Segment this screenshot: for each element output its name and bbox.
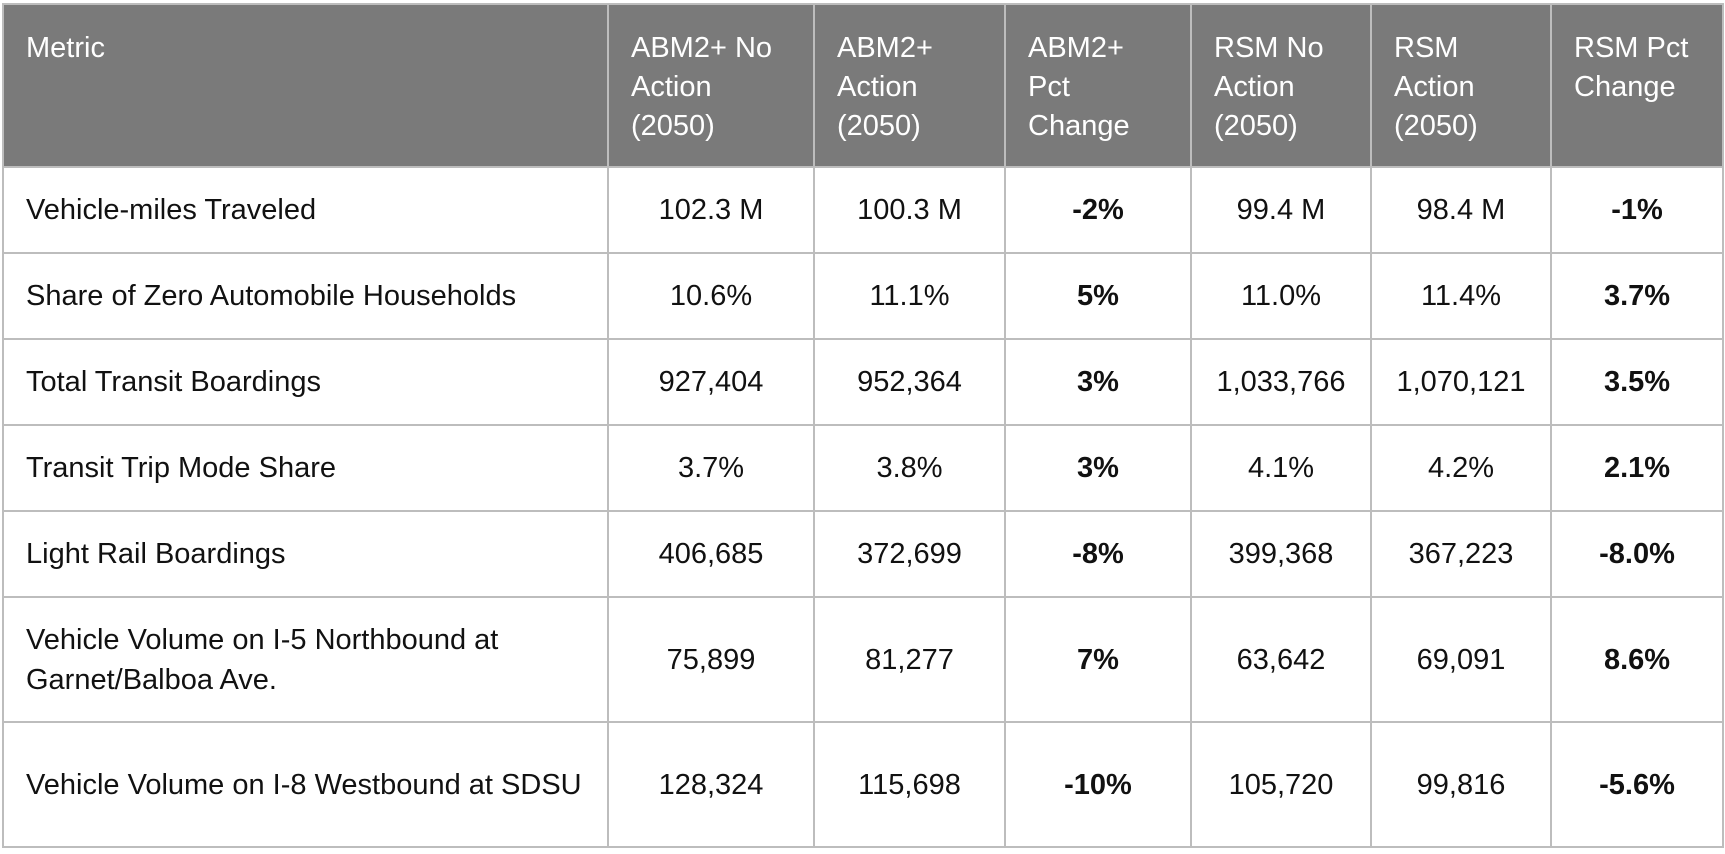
value-cell: 69,091 [1370,596,1552,723]
value-cell: 1,033,766 [1190,338,1372,426]
value-cell: 10.6% [607,252,815,340]
value-cell: 99,816 [1370,721,1552,848]
metric-cell: Light Rail Boardings [2,510,609,598]
table-row: Light Rail Boardings 406,685 372,699 -8%… [2,510,1724,598]
pct-change-cell: 3% [1004,338,1192,426]
header-rsm-no-action: RSM No Action (2050) [1190,3,1372,168]
header-row: Metric ABM2+ No Action (2050) ABM2+ Acti… [2,3,1724,168]
header-abm2-pct-change: ABM2+ Pct Change [1004,3,1192,168]
value-cell: 81,277 [813,596,1006,723]
value-cell: 3.7% [607,424,815,512]
value-cell: 406,685 [607,510,815,598]
pct-change-cell: 3% [1004,424,1192,512]
metric-cell: Vehicle Volume on I-5 Northbound at Garn… [2,596,609,723]
value-cell: 1,070,121 [1370,338,1552,426]
value-cell: 3.8% [813,424,1006,512]
comparison-table-container: Metric ABM2+ No Action (2050) ABM2+ Acti… [2,3,1724,848]
pct-change-cell: -10% [1004,721,1192,848]
value-cell: 372,699 [813,510,1006,598]
value-cell: 63,642 [1190,596,1372,723]
metric-cell: Vehicle Volume on I-8 Westbound at SDSU [2,721,609,848]
value-cell: 75,899 [607,596,815,723]
pct-change-cell: -8.0% [1550,510,1724,598]
table-row: Total Transit Boardings 927,404 952,364 … [2,338,1724,426]
table-row: Transit Trip Mode Share 3.7% 3.8% 3% 4.1… [2,424,1724,512]
pct-change-cell: 2.1% [1550,424,1724,512]
value-cell: 11.4% [1370,252,1552,340]
pct-change-cell: -1% [1550,166,1724,254]
pct-change-cell: 7% [1004,596,1192,723]
value-cell: 4.2% [1370,424,1552,512]
value-cell: 105,720 [1190,721,1372,848]
table-row: Share of Zero Automobile Households 10.6… [2,252,1724,340]
header-rsm-action: RSM Action (2050) [1370,3,1552,168]
value-cell: 11.1% [813,252,1006,340]
header-abm2-action: ABM2+ Action (2050) [813,3,1006,168]
metric-cell: Transit Trip Mode Share [2,424,609,512]
value-cell: 102.3 M [607,166,815,254]
table-row: Vehicle Volume on I-8 Westbound at SDSU … [2,721,1724,848]
table-row: Vehicle Volume on I-5 Northbound at Garn… [2,596,1724,723]
pct-change-cell: -8% [1004,510,1192,598]
pct-change-cell: 3.7% [1550,252,1724,340]
pct-change-cell: 5% [1004,252,1192,340]
metric-cell: Total Transit Boardings [2,338,609,426]
value-cell: 399,368 [1190,510,1372,598]
value-cell: 952,364 [813,338,1006,426]
value-cell: 100.3 M [813,166,1006,254]
value-cell: 98.4 M [1370,166,1552,254]
metrics-comparison-table: Metric ABM2+ No Action (2050) ABM2+ Acti… [2,3,1724,848]
header-rsm-pct-change: RSM Pct Change [1550,3,1724,168]
value-cell: 115,698 [813,721,1006,848]
metric-cell: Share of Zero Automobile Households [2,252,609,340]
header-abm2-no-action: ABM2+ No Action (2050) [607,3,815,168]
pct-change-cell: -2% [1004,166,1192,254]
value-cell: 927,404 [607,338,815,426]
value-cell: 4.1% [1190,424,1372,512]
value-cell: 11.0% [1190,252,1372,340]
value-cell: 99.4 M [1190,166,1372,254]
pct-change-cell: 3.5% [1550,338,1724,426]
metric-cell: Vehicle-miles Traveled [2,166,609,254]
header-metric: Metric [2,3,609,168]
table-row: Vehicle-miles Traveled 102.3 M 100.3 M -… [2,166,1724,254]
pct-change-cell: -5.6% [1550,721,1724,848]
value-cell: 128,324 [607,721,815,848]
value-cell: 367,223 [1370,510,1552,598]
pct-change-cell: 8.6% [1550,596,1724,723]
